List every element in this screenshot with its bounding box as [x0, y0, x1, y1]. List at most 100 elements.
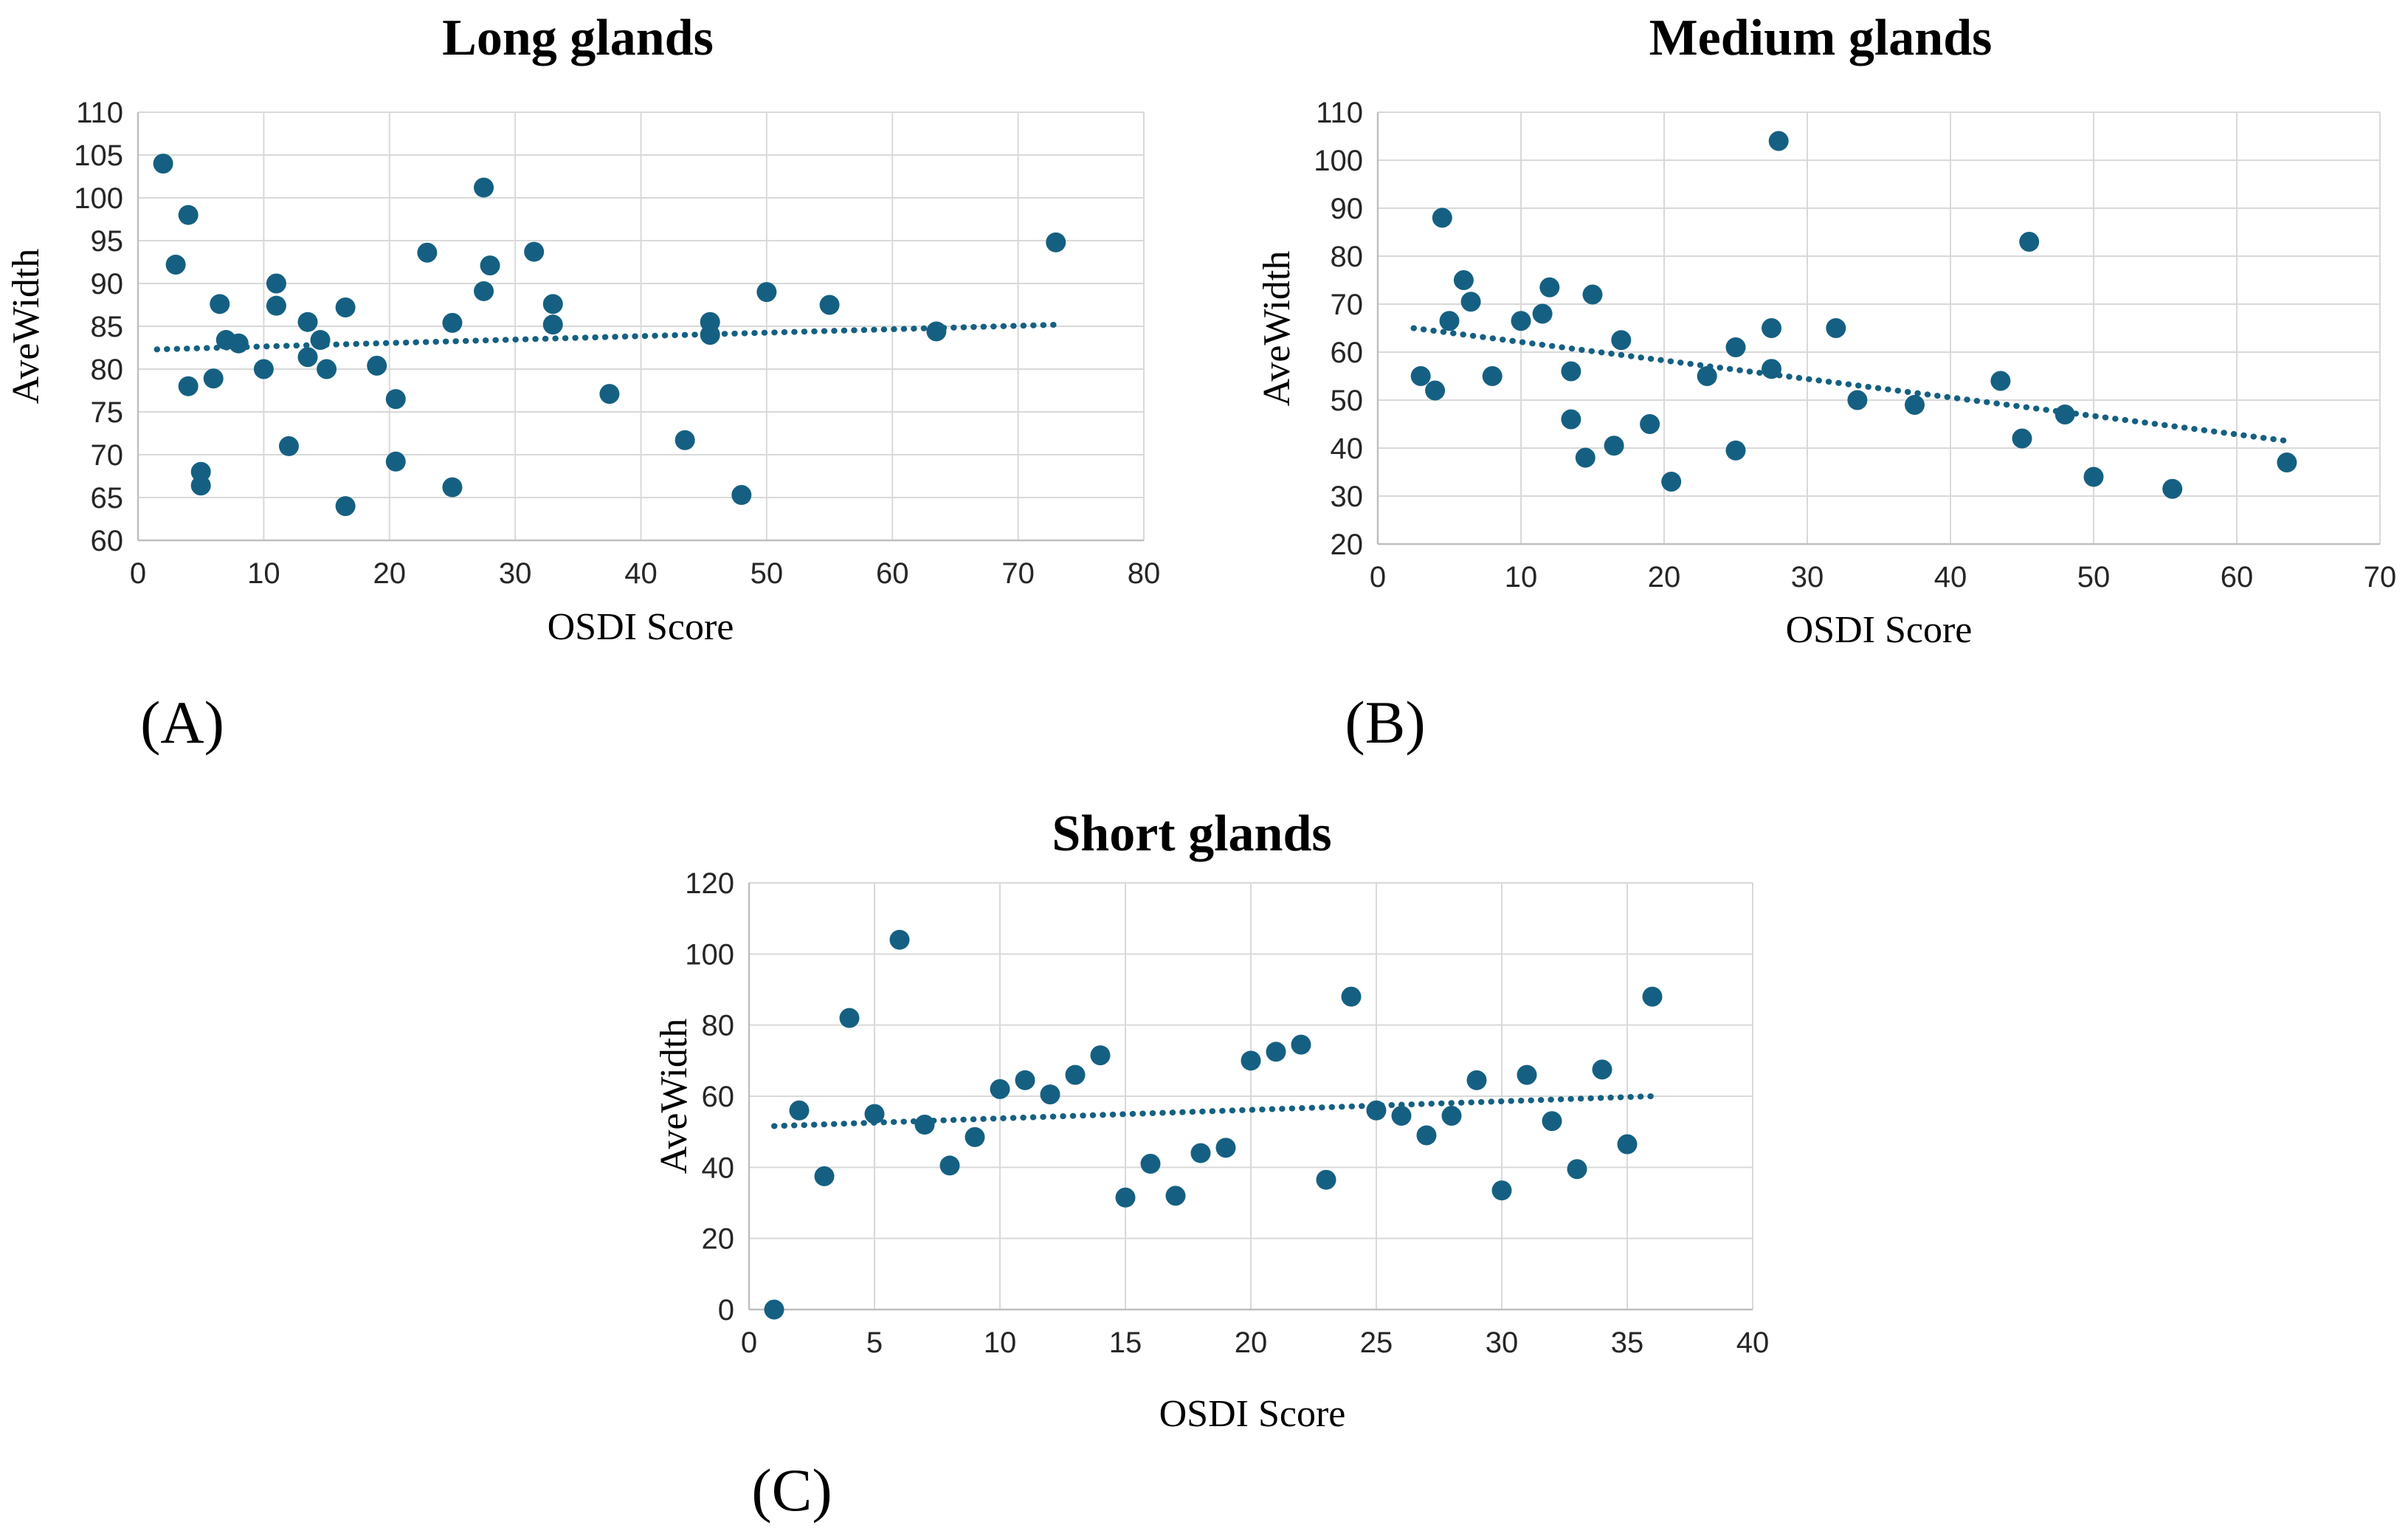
- data-point: [1990, 371, 2011, 391]
- data-point: [1768, 131, 1789, 151]
- data-point: [2277, 453, 2297, 472]
- x-tick-label: 20: [1648, 561, 1681, 594]
- data-point: [1847, 390, 1868, 410]
- data-point: [1725, 440, 1746, 461]
- x-tick-label: 60: [2221, 561, 2254, 594]
- data-point: [965, 1126, 985, 1147]
- y-tick-label: 70: [1331, 289, 1364, 321]
- y-tick-label: 40: [702, 1152, 735, 1184]
- data-point: [335, 297, 356, 317]
- data-point: [278, 436, 299, 456]
- data-point: [1266, 1042, 1286, 1062]
- data-point: [1241, 1050, 1261, 1071]
- y-tick-label: 105: [74, 140, 123, 172]
- y-tick-label: 95: [91, 225, 124, 258]
- data-point: [1482, 366, 1503, 386]
- data-point: [228, 333, 249, 354]
- x-tick-label: 25: [1360, 1327, 1393, 1359]
- y-tick-label: 100: [1314, 145, 1363, 177]
- data-point: [1140, 1154, 1161, 1174]
- data-point: [1040, 1084, 1060, 1105]
- data-point: [190, 475, 211, 496]
- x-tick-label: 5: [866, 1327, 883, 1359]
- x-tick-label: 30: [499, 557, 532, 590]
- x-tick-label: 40: [1736, 1327, 1770, 1359]
- plot-area: 0 5 10 15 20 25 30 35 40 0 20 40 60 80 100 120: [685, 867, 1769, 1359]
- y-tick-label: 100: [685, 938, 734, 971]
- data-point: [756, 282, 777, 303]
- y-tick-label: 50: [1331, 385, 1364, 417]
- data-point: [1046, 232, 1066, 252]
- data-point: [253, 359, 274, 379]
- x-axis-label: OSDI Score: [1159, 1393, 1346, 1435]
- x-tick-label: 50: [751, 557, 784, 590]
- data-point: [2055, 405, 2075, 424]
- y-axis-label: AveWidth: [5, 249, 47, 405]
- panel-caption: (C): [751, 1456, 832, 1524]
- data-point: [442, 477, 463, 498]
- y-tick-label: 80: [91, 354, 124, 386]
- y-tick-label: 70: [91, 439, 124, 472]
- data-point: [1410, 366, 1431, 386]
- data-point: [1316, 1169, 1336, 1190]
- data-point: [926, 321, 947, 342]
- y-axis-label: AveWidth: [653, 1019, 695, 1174]
- data-point: [1567, 1159, 1587, 1180]
- trendline: [771, 1093, 1655, 1129]
- plot-area: 0 10 20 30 40 50 60 70 80 60 65 70 75 80 85 90 95 100 105 1…: [74, 97, 1160, 590]
- y-tick-label: 60: [702, 1081, 735, 1113]
- y-tick-label: 75: [91, 396, 124, 429]
- data-point: [675, 430, 695, 450]
- data-point: [1592, 1059, 1612, 1080]
- data-point: [1575, 447, 1595, 468]
- data-point: [190, 461, 211, 482]
- data-point: [1416, 1125, 1437, 1146]
- data-point: [1604, 436, 1624, 456]
- trendline: [153, 321, 1066, 353]
- data-point: [1642, 986, 1663, 1007]
- data-point: [1762, 318, 1781, 338]
- x-tick-label: 40: [624, 557, 658, 590]
- data-point: [1391, 1105, 1412, 1126]
- x-tick-label: 10: [1505, 561, 1538, 594]
- data-point: [210, 294, 230, 314]
- chart-title: Long glands: [442, 10, 714, 66]
- y-tick-label: 85: [91, 311, 124, 343]
- trendline: [1410, 325, 2290, 444]
- x-tick-label: 35: [1611, 1327, 1644, 1359]
- data-point: [1366, 1100, 1387, 1121]
- y-tick-label: 90: [1331, 193, 1364, 225]
- data-point: [731, 485, 752, 506]
- data-point: [1441, 1105, 1462, 1126]
- data-point: [2019, 232, 2040, 252]
- data-point: [165, 254, 186, 275]
- data-point: [1661, 472, 1682, 492]
- plot-area: 0 10 20 30 40 50 60 70 20 30 40 50 60 70 80 90 100 110: [1314, 97, 2396, 594]
- y-tick-label: 0: [718, 1294, 734, 1327]
- data-point: [939, 1155, 960, 1176]
- x-tick-label: 20: [373, 557, 407, 590]
- data-point: [442, 312, 463, 333]
- data-point: [417, 242, 438, 263]
- data-point: [599, 384, 620, 405]
- data-point: [524, 241, 545, 262]
- data-point: [1065, 1064, 1086, 1085]
- chart-title: Medium glands: [1649, 10, 1993, 66]
- x-tick-label: 0: [741, 1327, 757, 1359]
- chart-title: Short glands: [1052, 805, 1331, 862]
- data-point: [1539, 277, 1560, 297]
- x-tick-label: 30: [1791, 561, 1824, 594]
- data-point: [542, 314, 563, 335]
- y-tick-label: 40: [1331, 433, 1364, 465]
- data-point: [335, 496, 356, 517]
- data-point: [1115, 1187, 1136, 1208]
- data-point: [1826, 318, 1846, 338]
- x-tick-label: 70: [2364, 561, 2397, 594]
- y-tick-label: 110: [1316, 97, 1363, 129]
- data-point: [367, 355, 387, 376]
- data-point: [266, 273, 286, 294]
- data-point: [1697, 366, 1717, 386]
- x-tick-label: 10: [247, 557, 280, 590]
